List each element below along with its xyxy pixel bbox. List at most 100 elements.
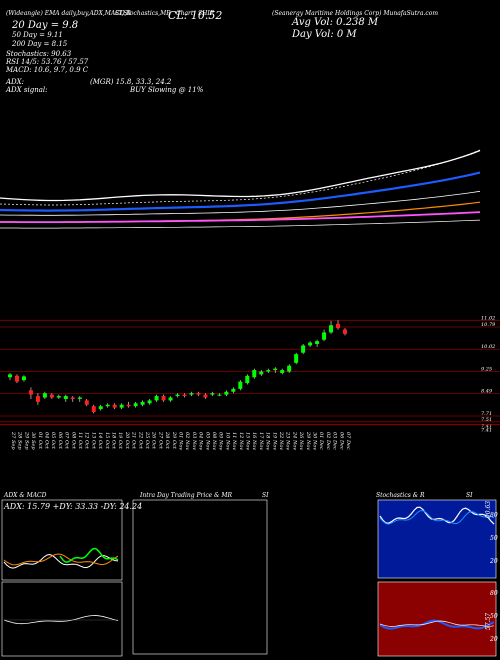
stoch-d-line	[379, 510, 495, 525]
candle-body	[336, 323, 341, 329]
candle-body	[280, 370, 285, 373]
candle	[287, 364, 292, 373]
stoch-value: 90.63	[485, 500, 493, 519]
ema-lines	[0, 149, 481, 229]
candle-body	[252, 370, 257, 378]
candle-body	[217, 394, 222, 396]
date-label: 11 Oct	[77, 432, 83, 450]
date-label: 04 Oct	[44, 432, 50, 450]
stoch-k-line	[379, 506, 495, 525]
rsi-signal-line	[379, 620, 495, 627]
adx-label: ADX:	[6, 78, 25, 86]
date-label: 30 Nov	[312, 432, 318, 450]
adx-values: ADX: 15.79 +DY: 33.33 -DY: 24.24	[4, 502, 143, 511]
date-label: 26 Nov	[298, 431, 304, 450]
candle-body	[42, 393, 47, 398]
candle-body	[343, 329, 347, 334]
candle	[280, 368, 285, 375]
candle	[189, 391, 194, 397]
date-label: 08 Oct	[70, 432, 76, 450]
candle-body	[287, 365, 292, 372]
candle	[161, 394, 166, 402]
rsi-label: RSI 14/5: 53.76 / 57.57	[6, 58, 89, 66]
candle	[343, 328, 347, 336]
candle	[119, 403, 124, 410]
adx-plus-line	[3, 553, 119, 566]
candle	[8, 372, 12, 381]
candle	[203, 393, 208, 399]
header-chart: Chart	[176, 10, 194, 17]
date-label: 29 Oct	[171, 431, 177, 450]
date-label: 29 Sep	[23, 431, 29, 450]
adx-signal-label: ADX signal:	[6, 86, 48, 94]
date-label: 10 Nov	[224, 432, 230, 450]
candle	[140, 400, 145, 407]
ema200-label: 200 Day = 8.15	[12, 40, 68, 48]
candle	[154, 394, 159, 402]
date-label: 01 Oct	[37, 432, 43, 450]
date-label: 03 Nov	[191, 432, 197, 450]
candle-body	[140, 401, 145, 405]
day-vol-label: Day Vol: 0 M	[292, 29, 357, 40]
candle	[35, 393, 40, 405]
stochastics-label: Stochastics: 90.63	[6, 50, 72, 58]
intraday-panel	[132, 499, 268, 655]
ema-base-line	[0, 219, 481, 229]
candle-body	[175, 394, 180, 397]
stoch-level-20: 20	[490, 558, 498, 565]
date-label: 26 Oct	[151, 431, 157, 450]
candle	[182, 393, 187, 398]
rsi-panel	[377, 581, 497, 657]
price-level-label: 7.41	[481, 424, 492, 430]
candle-body	[196, 393, 201, 395]
stoch-level-50: 50	[490, 535, 498, 542]
candle	[42, 391, 47, 399]
candle-body	[161, 396, 166, 401]
candle	[238, 380, 243, 391]
stoch-panel	[377, 499, 497, 579]
ema20-label: 20 Day = 9.8	[12, 20, 79, 31]
date-label: 28 Sep	[17, 431, 23, 450]
date-label: 22 Nov	[278, 431, 284, 450]
candle	[112, 403, 117, 410]
macd-line	[3, 615, 119, 625]
price-level-label: 7.41	[481, 428, 492, 434]
candle-body	[112, 404, 117, 408]
date-label: 16 Nov	[251, 432, 257, 450]
candle-body	[266, 370, 271, 372]
date-label: 27 Oct	[157, 431, 163, 450]
candle-body	[245, 375, 250, 384]
candle-body	[224, 391, 229, 395]
date-label: 19 Oct	[117, 432, 123, 450]
date-label: 12 Nov	[238, 432, 244, 450]
adx-line	[3, 553, 119, 569]
candle-body	[56, 396, 61, 398]
candle-body	[84, 400, 89, 405]
mgr-label: (MGR) 15.8, 33.3, 24.2	[90, 78, 172, 86]
date-label: 28 Oct	[164, 431, 170, 450]
candle-body	[273, 368, 278, 371]
candle	[259, 370, 264, 376]
candle	[301, 344, 306, 355]
candle-body	[63, 396, 68, 399]
price-level-label: 8.49	[481, 388, 493, 394]
candle	[252, 368, 257, 379]
date-label: 25 Oct	[144, 431, 150, 450]
date-label: 29 Nov	[305, 431, 311, 450]
candle-body	[14, 375, 19, 382]
stoch-level-80: 80	[490, 512, 498, 519]
date-label: 07 Dec	[345, 432, 351, 450]
candle-body	[77, 397, 82, 399]
candle-body	[182, 394, 187, 397]
date-label: 27 Sep	[10, 431, 16, 450]
date-label: 15 Nov	[245, 432, 251, 450]
candle	[21, 375, 26, 382]
header-title: (Wideangle) EMA daily,buy,ADX,MACD,R	[6, 10, 131, 17]
date-label: 15 Oct	[104, 432, 110, 450]
date-label: 22 Oct	[137, 431, 143, 450]
price-level-label: 10.79	[481, 322, 496, 328]
candle	[294, 352, 299, 365]
date-label: 14 Oct	[97, 432, 103, 450]
ema50-label: 50 Day = 9.11	[12, 31, 63, 39]
